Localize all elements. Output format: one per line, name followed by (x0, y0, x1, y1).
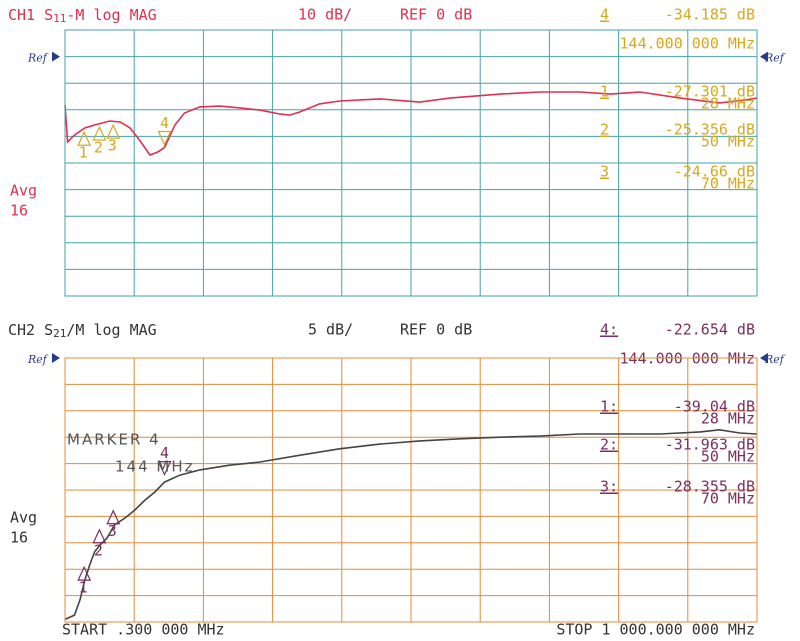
header-part: /M log MAG (66, 321, 156, 339)
readout-value: -34.185 dB (665, 6, 755, 24)
header-part: 11 (53, 12, 66, 25)
annotation: MARKER 4 (67, 431, 161, 449)
marker-id: 2 (94, 541, 103, 559)
avg-value: 16 (10, 202, 28, 220)
ref-arrow (52, 353, 60, 363)
ref-mark: Ref (764, 353, 786, 366)
ref-mark: Ref (764, 52, 786, 65)
readout-id: 3: (600, 478, 618, 496)
readout-id: 4 (600, 6, 609, 24)
header-part: 21 (53, 327, 66, 340)
x-stop-label: STOP 1 000.000 000 MHz (556, 621, 755, 639)
x-start-label: START .300 000 MHz (62, 621, 225, 639)
marker-id: 3 (108, 137, 117, 155)
plot-frame (64, 357, 758, 623)
readout-freq: 28 MHz (701, 410, 755, 428)
marker-id: 1 (79, 579, 88, 597)
readout-id: 2: (600, 436, 618, 454)
channel-header: CH1 S11-M log MAG (8, 6, 157, 26)
reference: REF 0 dB (400, 6, 472, 24)
readout-value: -22.654 dB (665, 321, 755, 339)
header-part: CH1 (8, 6, 35, 24)
readout-freq: 70 MHz (701, 490, 755, 508)
readout-value: -31.963 dB (665, 436, 755, 454)
marker (92, 528, 107, 544)
scale: 10 dB/ (298, 6, 352, 24)
avg-label: Avg (10, 182, 37, 200)
avg-value: 16 (10, 529, 28, 547)
marker (157, 461, 172, 477)
ref-arrow (52, 51, 60, 62)
scale: 5 dB/ (308, 321, 353, 339)
ref-arrow (760, 353, 768, 363)
marker (92, 125, 107, 141)
marker-id: 2 (94, 139, 103, 157)
reference: REF 0 dB (400, 321, 472, 339)
readout-value: -25.356 dB (665, 121, 755, 139)
readout-freq: 50 MHz (701, 133, 755, 151)
readout-value: -27.301 dB (665, 83, 755, 101)
avg-label: Avg (10, 509, 37, 527)
readout-id: 1: (600, 398, 618, 416)
readout-id: 3 (600, 163, 609, 181)
channel-header: CH2 S21/M log MAG (8, 321, 157, 341)
trace (64, 91, 758, 156)
marker-id: 1 (79, 144, 88, 162)
header-part: S (44, 321, 53, 339)
ref-mark: Ref (27, 353, 49, 366)
marker (106, 509, 121, 525)
readout-value: -24.66 dB (674, 163, 755, 181)
annotation: 144 MHz (115, 458, 195, 476)
ref-arrow (760, 51, 768, 62)
readout-value: -39.04 dB (674, 398, 755, 416)
readout-id: 4: (600, 321, 618, 339)
header-part: CH2 (8, 321, 35, 339)
header-part: -M log MAG (66, 6, 156, 24)
readout-value: -28.355 dB (665, 478, 755, 496)
marker (77, 565, 92, 581)
readout-freq: 50 MHz (701, 448, 755, 466)
readout-id: 1 (600, 83, 609, 101)
readout-freq: 70 MHz (701, 175, 755, 193)
readout-freq: 144.000 000 MHz (620, 35, 755, 53)
marker-id: 3 (108, 522, 117, 540)
marker (106, 123, 121, 139)
marker (157, 130, 172, 146)
marker-id: 4 (160, 114, 169, 132)
marker (77, 130, 92, 146)
readout-freq: 28 MHz (701, 95, 755, 113)
header-part: S (44, 6, 53, 24)
trace (64, 428, 758, 621)
ref-mark: Ref (27, 52, 49, 65)
plot-frame (64, 29, 758, 297)
readout-id: 2 (600, 121, 609, 139)
marker-id: 4 (160, 444, 169, 462)
